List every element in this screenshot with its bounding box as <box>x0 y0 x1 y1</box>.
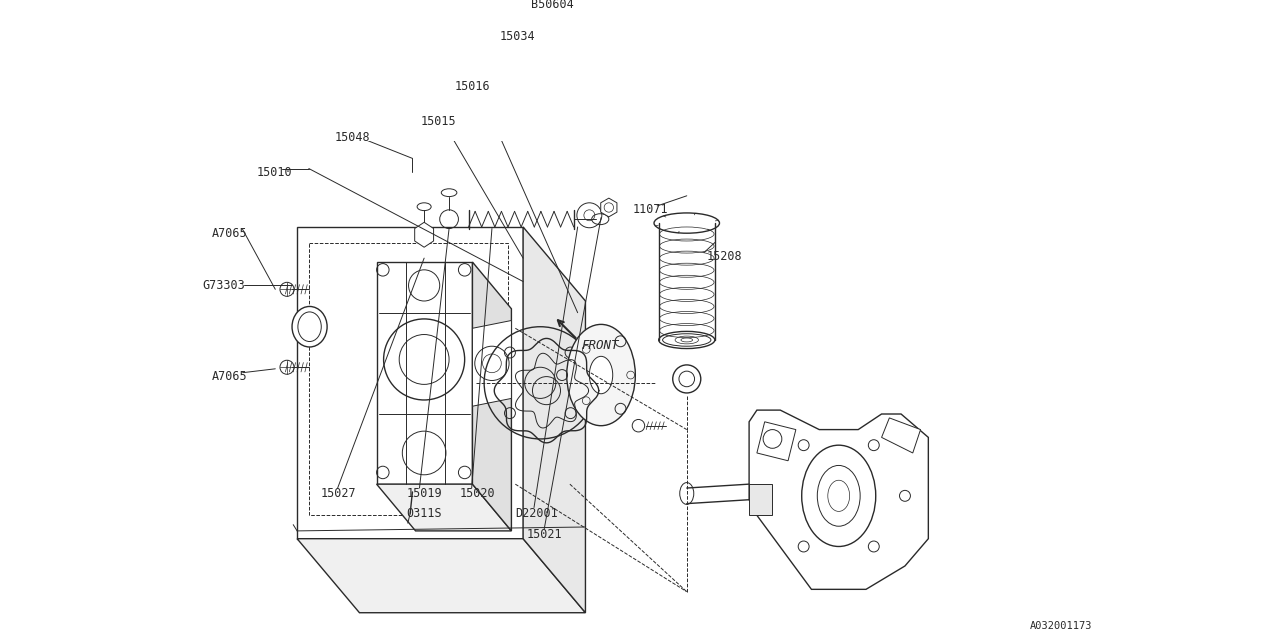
Ellipse shape <box>591 214 609 225</box>
Polygon shape <box>472 321 512 406</box>
Text: 15048: 15048 <box>334 131 370 144</box>
Text: D22001: D22001 <box>516 508 558 520</box>
Text: B50604: B50604 <box>531 0 573 12</box>
Ellipse shape <box>654 213 719 233</box>
Text: 15021: 15021 <box>527 528 563 541</box>
Polygon shape <box>376 262 472 484</box>
Ellipse shape <box>442 189 457 196</box>
Text: 15027: 15027 <box>320 487 356 500</box>
Polygon shape <box>376 484 512 531</box>
Text: 11071: 11071 <box>632 204 668 216</box>
Ellipse shape <box>417 203 431 211</box>
Polygon shape <box>297 539 585 612</box>
Text: 15208: 15208 <box>707 250 742 263</box>
Polygon shape <box>882 418 920 453</box>
Text: A7065: A7065 <box>211 370 247 383</box>
Text: 15020: 15020 <box>460 487 495 500</box>
Ellipse shape <box>659 332 714 349</box>
Polygon shape <box>749 484 773 515</box>
Polygon shape <box>297 227 524 539</box>
Polygon shape <box>415 222 434 247</box>
Ellipse shape <box>567 324 635 426</box>
Text: A7065: A7065 <box>211 227 247 240</box>
Text: A032001173: A032001173 <box>1029 621 1092 631</box>
Polygon shape <box>749 410 928 589</box>
Polygon shape <box>756 422 796 461</box>
Text: FRONT: FRONT <box>581 339 620 352</box>
Polygon shape <box>524 227 585 612</box>
Text: 15019: 15019 <box>406 487 442 500</box>
Text: 0311S: 0311S <box>406 508 442 520</box>
Text: 15016: 15016 <box>454 80 490 93</box>
Text: 15034: 15034 <box>499 29 535 42</box>
Ellipse shape <box>292 307 328 347</box>
Text: 15015: 15015 <box>420 115 456 128</box>
Ellipse shape <box>589 356 613 394</box>
Polygon shape <box>472 262 512 531</box>
Text: G73303: G73303 <box>202 279 244 292</box>
Ellipse shape <box>680 483 694 504</box>
Ellipse shape <box>298 312 321 342</box>
Polygon shape <box>600 198 617 217</box>
Text: 15010: 15010 <box>256 166 292 179</box>
Ellipse shape <box>801 445 876 547</box>
Ellipse shape <box>818 465 860 526</box>
